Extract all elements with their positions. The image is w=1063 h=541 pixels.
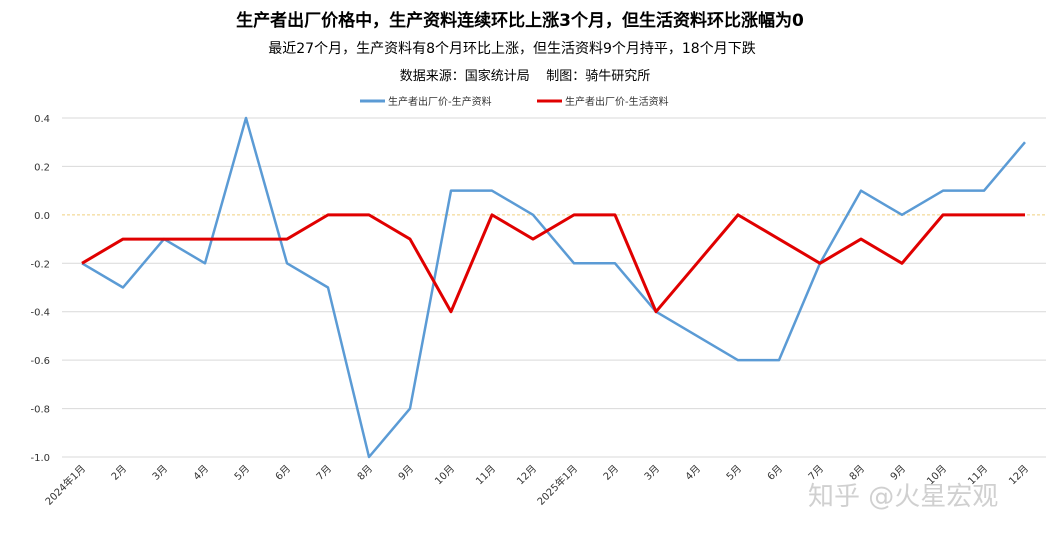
x-tick-label: 7月	[314, 463, 334, 483]
x-tick-label: 2月	[601, 463, 621, 483]
x-tick-label: 12月	[515, 463, 540, 488]
y-tick-label: 0.4	[34, 114, 50, 125]
x-tick-label: 8月	[847, 463, 867, 483]
y-tick-label: 0.0	[34, 211, 50, 222]
y-tick-label: -0.8	[30, 405, 50, 416]
y-tick-label: -0.2	[30, 259, 50, 270]
x-tick-label: 5月	[232, 463, 252, 483]
x-tick-label: 6月	[765, 463, 785, 483]
chart-subtitle: 最近27个月，生产资料有8个月环比上涨，但生活资料9个月持平，18个月下跌	[268, 41, 755, 57]
x-tick-label: 11月	[474, 463, 499, 488]
x-tick-label: 8月	[355, 463, 375, 483]
source: 数据来源：国家统计局 制图：骑牛研究所	[400, 68, 651, 84]
x-tick-label: 9月	[396, 463, 416, 483]
x-tick-label: 9月	[888, 463, 908, 483]
x-tick-label: 3月	[150, 463, 170, 483]
x-tick-label: 10月	[433, 463, 458, 488]
series-line	[81, 116, 1026, 459]
y-tick-label: -0.6	[30, 356, 50, 367]
x-tick-label: 6月	[273, 463, 293, 483]
x-tick-label: 3月	[642, 463, 662, 483]
legend-label: 生产者出厂价-生产资料	[388, 95, 492, 108]
chart-title: 生产者出厂价格中，生产资料连续环比上涨3个月，但生活资料环比涨幅为0	[236, 10, 804, 31]
legend-label: 生产者出厂价-生活资料	[565, 95, 669, 108]
x-tick-label: 4月	[683, 463, 703, 483]
x-tick-label: 4月	[191, 463, 211, 483]
x-tick-label: 2024年1月	[42, 462, 88, 508]
x-tick-label: 12月	[1007, 463, 1032, 488]
x-tick-label: 2月	[109, 463, 129, 483]
watermark: 知乎 @火星宏观	[808, 482, 998, 512]
y-tick-label: -1.0	[30, 453, 50, 464]
series-line	[81, 213, 1025, 314]
x-tick-label: 5月	[724, 463, 744, 483]
y-tick-label: -0.4	[30, 308, 50, 319]
x-tick-label: 2025年1月	[534, 462, 580, 508]
x-tick-label: 7月	[806, 463, 826, 483]
y-tick-label: 0.2	[34, 162, 50, 173]
